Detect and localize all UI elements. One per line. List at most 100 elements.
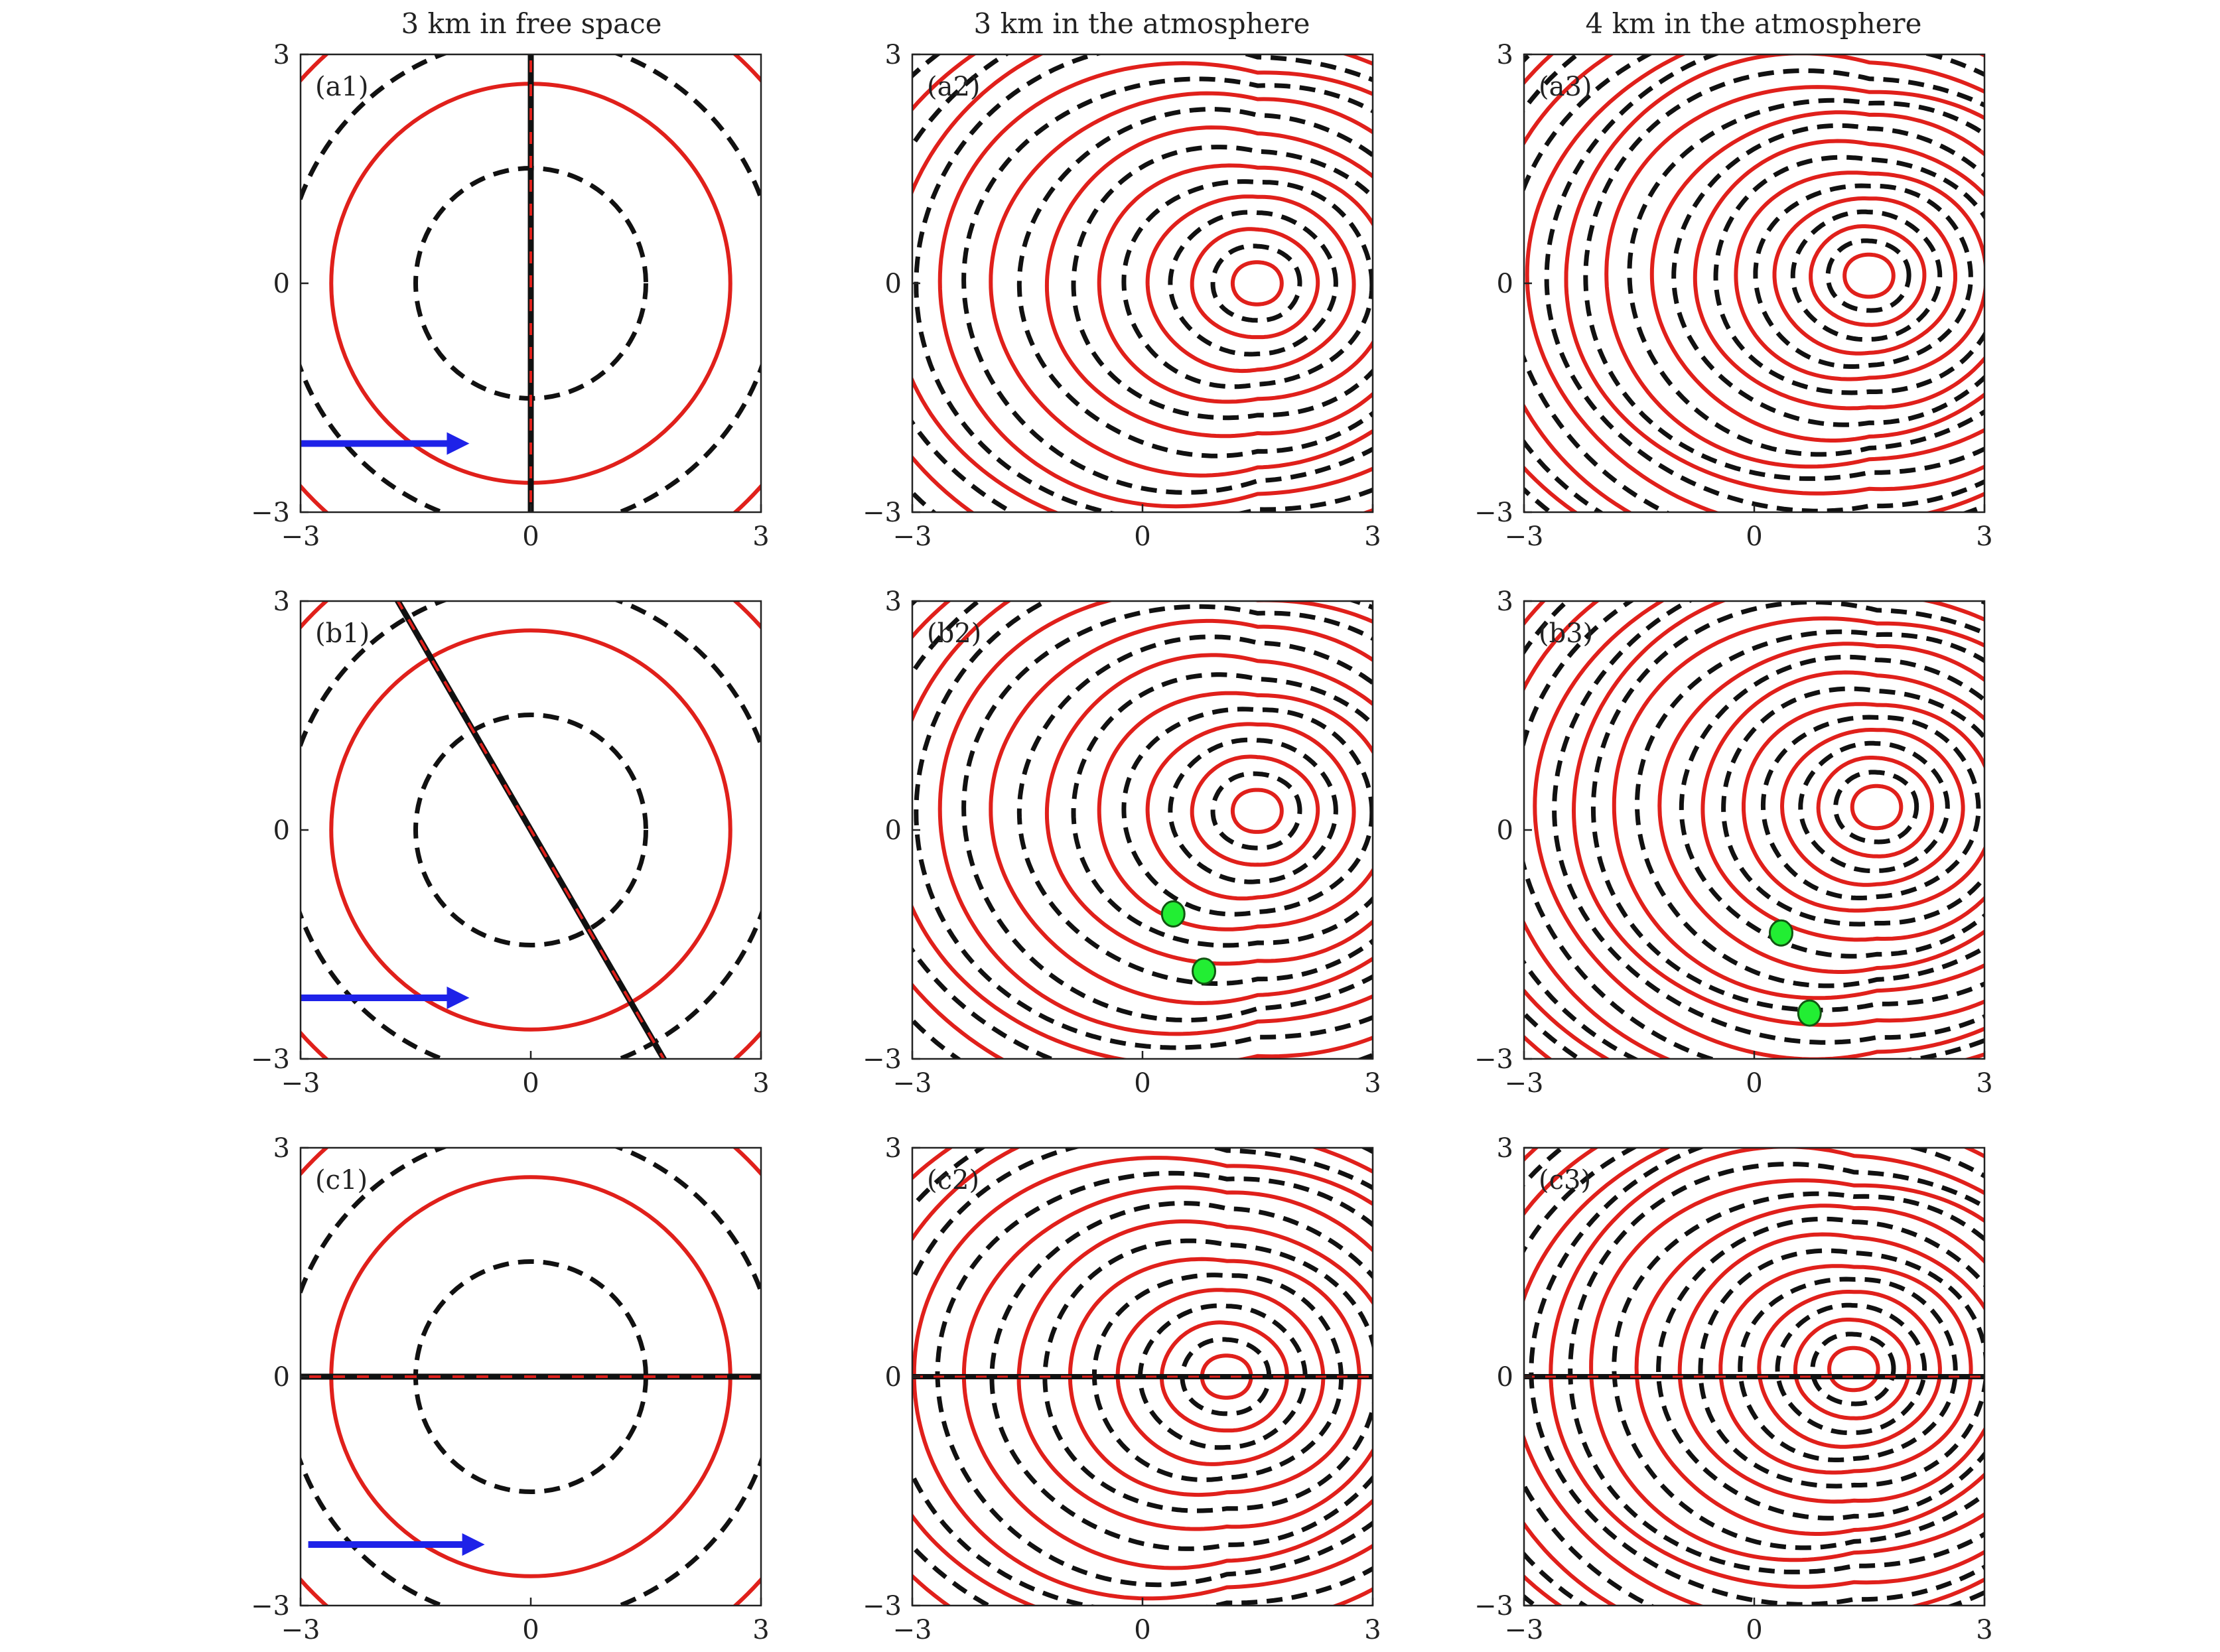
panel-b1: (b1) −3 0 3 −3 0 3 bbox=[251, 586, 770, 1099]
dashed-contour bbox=[1713, 155, 1984, 395]
solid-contour bbox=[1742, 702, 1984, 913]
y-tick-label: −3 bbox=[1474, 498, 1513, 528]
solid-contour bbox=[989, 91, 1373, 478]
x-tick-label: 3 bbox=[1364, 521, 1381, 552]
column-title-1: 3 km in free space bbox=[401, 7, 661, 40]
solid-contour bbox=[1842, 252, 1896, 299]
solid-contour bbox=[1190, 754, 1320, 867]
panel-c2: (c2) −3 0 3 −3 0 3 bbox=[863, 1133, 1381, 1645]
panel-label: (c1) bbox=[315, 1165, 368, 1196]
dashed-contour bbox=[1612, 1191, 1984, 1550]
y-tick-label: 3 bbox=[1497, 1133, 1513, 1164]
x-tick-label: 3 bbox=[1364, 1615, 1381, 1645]
y-tick-label: 3 bbox=[1497, 586, 1513, 617]
dashed-contour bbox=[1634, 629, 1984, 989]
solid-contour bbox=[1850, 784, 1904, 831]
y-tick-label: 0 bbox=[273, 269, 290, 299]
panel-b2: (b2) −3 0 3 −3 0 3 bbox=[863, 586, 1381, 1099]
panel-label: (c2) bbox=[927, 1165, 979, 1196]
dashed-contour bbox=[1210, 243, 1302, 323]
solid-contour bbox=[1571, 601, 1984, 1027]
y-tick-label: 0 bbox=[885, 815, 902, 846]
contour-lines bbox=[912, 601, 1373, 1059]
solid-contour bbox=[1612, 616, 1984, 1000]
solid-contour bbox=[1772, 196, 1957, 356]
dashed-contour bbox=[1833, 770, 1919, 845]
solid-contour bbox=[1044, 653, 1373, 966]
solid-contour bbox=[1549, 1148, 1984, 1589]
x-tick-label: −3 bbox=[281, 1615, 320, 1645]
dashed-contour bbox=[961, 604, 1373, 1023]
solid-contour bbox=[1044, 125, 1373, 439]
dashed-contour bbox=[1168, 210, 1338, 357]
panel-label: (b1) bbox=[315, 618, 370, 649]
panel-b3: (b3) −3 0 3 −3 0 3 bbox=[1474, 586, 1993, 1099]
dashed-contour bbox=[1168, 737, 1338, 884]
dashed-contour bbox=[935, 1170, 1373, 1588]
solid-contour bbox=[1700, 670, 1984, 942]
x-tick-label: −3 bbox=[1505, 1615, 1544, 1645]
dashed-contour bbox=[413, 713, 648, 947]
panel-a2: (a2) −3 0 3 −3 0 3 bbox=[863, 40, 1381, 552]
solid-contour bbox=[1525, 54, 1984, 512]
dashed-contour bbox=[1810, 1332, 1896, 1407]
dashed-contour bbox=[989, 1201, 1373, 1551]
panel-label: (a3) bbox=[1539, 72, 1592, 102]
solid-contour bbox=[1564, 54, 1984, 496]
solid-contour bbox=[1533, 601, 1984, 1059]
x-tick-label: 3 bbox=[1976, 1615, 1992, 1645]
dashed-contour bbox=[1627, 98, 1984, 457]
dashed-contour bbox=[1590, 601, 1984, 1012]
x-tick-label: 0 bbox=[1746, 1615, 1762, 1645]
x-tick-label: 0 bbox=[1746, 1068, 1762, 1099]
x-tick-label: −3 bbox=[1505, 1068, 1544, 1099]
dashed-contour bbox=[1721, 686, 1984, 927]
arrow-head bbox=[447, 432, 470, 455]
solid-contour bbox=[329, 628, 732, 1032]
solid-contour bbox=[1809, 224, 1927, 327]
dashed-contour bbox=[1679, 654, 1984, 959]
contour-lines bbox=[912, 1148, 1373, 1606]
x-tick-label: 0 bbox=[522, 1068, 539, 1099]
dashed-contour bbox=[1775, 1302, 1927, 1436]
x-tick-label: 0 bbox=[1134, 1068, 1150, 1099]
solid-contour bbox=[937, 601, 1373, 1036]
contour-lines bbox=[301, 1148, 761, 1606]
dashed-contour bbox=[1698, 1248, 1984, 1489]
x-tick-label: 3 bbox=[752, 1615, 769, 1645]
solid-contour bbox=[1649, 110, 1984, 443]
solid-contour bbox=[1757, 1290, 1942, 1449]
solid-contour bbox=[989, 618, 1373, 1005]
dashed-contour bbox=[1071, 672, 1373, 948]
y-tick-label: 3 bbox=[273, 40, 290, 70]
phase-line-red bbox=[396, 601, 665, 1059]
panel-label: (a2) bbox=[927, 72, 981, 102]
dashed-contour bbox=[1529, 1148, 1984, 1606]
contour-lines bbox=[1524, 1148, 1984, 1606]
panel-label: (c3) bbox=[1539, 1165, 1591, 1196]
dashed-contour bbox=[1016, 107, 1373, 458]
y-tick-label: 3 bbox=[885, 1133, 902, 1164]
solid-contour bbox=[1827, 1345, 1880, 1393]
solid-contour bbox=[1230, 788, 1284, 834]
singularity-marker bbox=[1797, 999, 1822, 1027]
contour-lines bbox=[912, 54, 1373, 512]
y-tick-label: −3 bbox=[863, 1044, 902, 1075]
y-tick-label: −3 bbox=[251, 1044, 290, 1075]
x-tick-label: 0 bbox=[522, 1615, 539, 1645]
y-tick-label: 3 bbox=[1497, 40, 1513, 70]
y-tick-label: −3 bbox=[251, 1591, 290, 1621]
x-tick-label: −3 bbox=[281, 521, 320, 552]
solid-contour bbox=[1589, 1178, 1984, 1562]
y-tick-label: 3 bbox=[885, 586, 902, 617]
dashed-contour bbox=[914, 54, 1373, 512]
solid-contour bbox=[1657, 642, 1984, 974]
y-tick-label: −3 bbox=[863, 498, 902, 528]
x-tick-label: 0 bbox=[1134, 521, 1150, 552]
solid-contour bbox=[1097, 691, 1373, 931]
x-tick-label: −3 bbox=[1505, 521, 1544, 552]
x-tick-label: 3 bbox=[1976, 1068, 1992, 1099]
y-tick-label: −3 bbox=[1474, 1044, 1513, 1075]
solid-contour bbox=[1145, 722, 1356, 901]
